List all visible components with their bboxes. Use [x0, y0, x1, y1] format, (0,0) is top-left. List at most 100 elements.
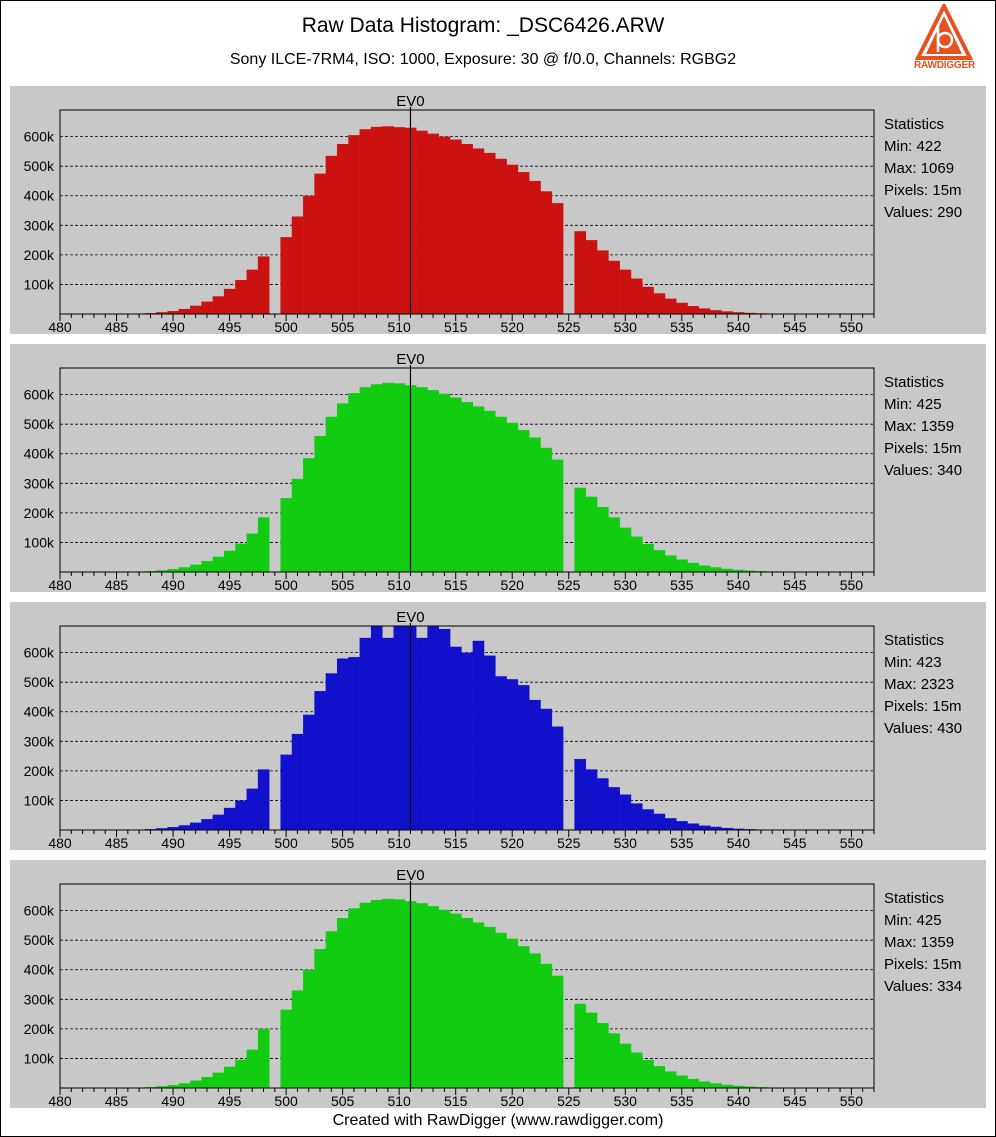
histogram-bar — [314, 949, 326, 1088]
stats-heading: Statistics — [884, 374, 945, 391]
histogram-bar — [619, 794, 632, 830]
histogram-bar — [178, 308, 191, 314]
histogram-bar — [687, 1078, 700, 1088]
histogram-bar — [732, 828, 745, 830]
histogram-bar — [574, 487, 587, 572]
x-tick-label: 480 — [48, 319, 72, 334]
histogram-bar — [676, 821, 688, 830]
histogram-bar — [416, 637, 428, 830]
histogram-bar — [314, 436, 326, 572]
histogram-bar — [529, 953, 541, 1088]
histogram-bar — [314, 691, 326, 830]
histogram-bar — [698, 1081, 711, 1088]
histogram-bar — [359, 387, 372, 572]
y-tick-label: 400k — [24, 446, 55, 462]
histogram-bar — [438, 393, 451, 572]
x-tick-label: 520 — [501, 577, 525, 592]
histogram-bar — [416, 387, 428, 572]
x-tick-label: 535 — [670, 319, 694, 334]
x-tick-label: 495 — [218, 577, 242, 592]
y-tick-label: 300k — [24, 733, 55, 749]
x-tick-label: 485 — [105, 1093, 129, 1108]
histogram-bar — [653, 550, 666, 572]
histogram-bar — [190, 564, 202, 572]
histogram-bar — [483, 410, 496, 572]
histogram-bar — [257, 517, 270, 572]
histogram-bar — [608, 517, 620, 572]
x-tick-label: 515 — [444, 1093, 468, 1108]
histogram-bar — [280, 237, 293, 314]
stats-values: Values: 334 — [884, 978, 963, 995]
histogram-bar — [212, 814, 225, 830]
x-tick-label: 495 — [218, 319, 242, 334]
histogram-bar — [450, 397, 462, 572]
histogram-bar — [461, 918, 473, 1088]
histogram-bar — [472, 148, 485, 314]
x-tick-label: 485 — [105, 835, 129, 850]
histogram-bar — [450, 646, 462, 830]
histogram-panel-green: 100k 200k 300k 400k 500k 600k EV0 480 485 490 495 5… — [10, 344, 986, 592]
histogram-bar — [348, 908, 360, 1088]
ev0-marker-label: EV0 — [396, 609, 424, 626]
x-tick-label: 490 — [161, 835, 185, 850]
histogram-bar — [382, 382, 394, 572]
histogram-bar — [540, 708, 553, 830]
histogram-bar — [483, 655, 496, 830]
histogram-bar — [721, 827, 733, 830]
histogram-chart-blue: 100k 200k 300k 400k 500k 600k EV0 480 485 490 495 5… — [24, 609, 875, 850]
x-tick-label: 515 — [444, 835, 468, 850]
histogram-bar — [370, 126, 383, 314]
x-tick-label: 485 — [105, 577, 129, 592]
histogram-bar — [506, 422, 519, 572]
histogram-bar — [235, 543, 247, 572]
page-subtitle: Sony ILCE-7RM4, ISO: 1000, Exposure: 30 … — [229, 51, 737, 68]
histogram-bar — [359, 637, 372, 830]
histogram-bar — [608, 1033, 620, 1088]
histogram-bar — [325, 155, 338, 314]
histogram-bar — [630, 1052, 643, 1088]
histogram-bar — [642, 286, 654, 314]
stats-max: Max: 1359 — [884, 934, 955, 951]
histogram-chart-green: 100k 200k 300k 400k 500k 600k EV0 480 485 490 495 5… — [24, 351, 875, 592]
histogram-bar — [585, 769, 598, 830]
histogram-bar — [495, 158, 507, 314]
histogram-bar — [676, 559, 688, 572]
histogram-bar — [597, 1022, 609, 1088]
x-tick-label: 545 — [783, 1093, 807, 1108]
histogram-bar — [359, 902, 372, 1088]
histogram-chart-red: 100k 200k 300k 400k 500k 600k EV0 480 485 490 495 5… — [24, 93, 875, 334]
stats-values: Values: 290 — [884, 204, 963, 221]
histogram-bar — [472, 406, 485, 572]
stats-heading: Statistics — [884, 632, 945, 649]
x-tick-label: 525 — [557, 835, 581, 850]
x-tick-label: 500 — [274, 577, 298, 592]
histogram-bar — [325, 931, 338, 1088]
histogram-bar — [246, 533, 259, 572]
histogram-bar — [190, 1080, 202, 1088]
histogram-bar — [393, 127, 406, 314]
x-tick-label: 510 — [387, 835, 411, 850]
histogram-bar — [721, 1084, 733, 1088]
histogram-bar — [540, 447, 553, 572]
histogram-bar — [178, 1083, 191, 1088]
histogram-bar — [450, 913, 462, 1088]
histogram-bar — [495, 416, 507, 572]
histogram-bar — [551, 203, 564, 314]
x-tick-label: 530 — [614, 577, 638, 592]
histogram-bar — [370, 626, 383, 830]
histogram-bar — [710, 567, 722, 572]
histogram-bar — [597, 506, 609, 572]
y-tick-label: 100k — [24, 792, 55, 808]
histogram-bar — [393, 626, 406, 830]
histogram-bar — [325, 416, 338, 572]
histogram-bar — [348, 393, 360, 572]
x-tick-label: 545 — [783, 319, 807, 334]
x-tick-label: 495 — [218, 835, 242, 850]
plot-border — [59, 109, 875, 315]
x-tick-label: 505 — [331, 577, 355, 592]
histogram-bar — [574, 759, 587, 830]
histogram-bar — [348, 135, 360, 314]
histogram-bar — [291, 216, 304, 314]
histogram-bar — [461, 144, 473, 314]
x-tick-label: 530 — [614, 835, 638, 850]
